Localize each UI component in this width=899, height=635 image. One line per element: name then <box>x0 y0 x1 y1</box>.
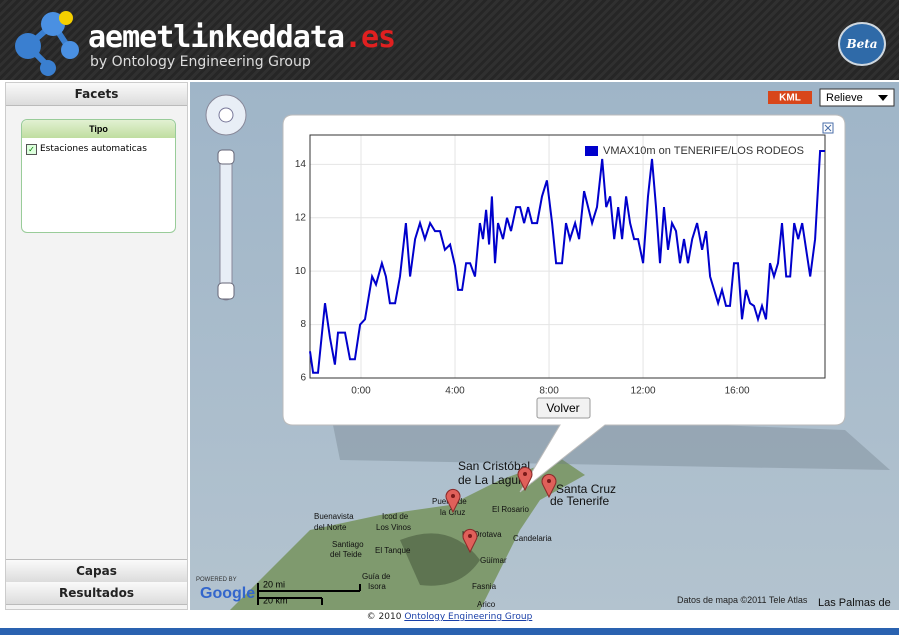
kml-label: KML <box>779 93 801 104</box>
volver-label: Volver <box>546 401 579 415</box>
place-label: Icod de <box>382 512 409 521</box>
map-type-label: Relieve <box>826 92 863 104</box>
copyright: © 2010 <box>367 612 402 622</box>
scale-km: 20 km <box>263 595 288 605</box>
map-pin-dot <box>547 479 551 483</box>
zoom-out[interactable] <box>218 283 234 299</box>
logo-icon <box>8 6 88 78</box>
x-tick-label: 0:00 <box>351 386 371 397</box>
legend-label: VMAX10m on TENERIFE/LOS RODEOS <box>603 145 804 157</box>
layers-header[interactable]: Capas <box>6 559 187 583</box>
place-label: Santiago <box>332 540 364 549</box>
map-pin-dot <box>468 534 472 538</box>
attribution: Datos de mapa ©2011 Tele Atlas <box>677 595 808 605</box>
google-logo: Google <box>200 585 255 602</box>
place-label: Fasnia <box>472 582 497 591</box>
place-label: Las Palmas de <box>818 597 891 609</box>
y-tick-label: 8 <box>300 319 306 330</box>
logo-text: aemetlinkeddata.es <box>88 20 395 55</box>
place-label: del Teide <box>330 550 362 559</box>
place-label: Los Vinos <box>376 523 411 532</box>
facet-option[interactable]: ✓Estaciones automaticas <box>26 144 147 155</box>
x-tick-label: 16:00 <box>725 386 750 397</box>
x-tick-label: 4:00 <box>445 386 465 397</box>
place-label: Guía de <box>362 572 391 581</box>
place-label: Arico <box>477 600 496 609</box>
beta-badge: Beta <box>838 22 886 66</box>
header: aemetlinkeddata.es by Ontology Engineeri… <box>0 0 899 80</box>
subtitle: by Ontology Engineering Group <box>90 54 311 70</box>
sidebar: Facets Tipo ✓Estaciones automaticas Capa… <box>5 82 188 610</box>
page: aemetlinkeddata.es by Ontology Engineeri… <box>0 0 899 635</box>
place-label: de Tenerife <box>550 494 609 508</box>
pan-control[interactable] <box>206 95 246 135</box>
logo-suffix: .es <box>344 20 395 55</box>
zoom-slider[interactable] <box>220 150 232 300</box>
facet-title: Tipo <box>22 120 175 138</box>
option-label: Estaciones automaticas <box>40 144 147 154</box>
x-tick-label: 8:00 <box>539 386 559 397</box>
y-tick-label: 12 <box>295 212 307 223</box>
powered-by: POWERED BY <box>196 577 237 583</box>
footer: © 2010 Ontology Engineering Group <box>0 612 899 622</box>
place-label: del Norte <box>314 523 347 532</box>
scale-mi: 20 mi <box>263 579 285 589</box>
place-label: El Rosario <box>492 505 529 514</box>
place-label: Buenavista <box>314 512 354 521</box>
results-header[interactable]: Resultados <box>6 582 187 605</box>
legend-swatch <box>585 146 598 156</box>
facet-box: Tipo ✓Estaciones automaticas <box>21 119 176 233</box>
place-label: Isora <box>368 582 386 591</box>
place-label: Candelaria <box>513 534 552 543</box>
facets-header[interactable]: Facets <box>6 83 187 106</box>
y-tick-label: 6 <box>300 373 306 384</box>
zoom-in[interactable] <box>218 150 234 164</box>
y-tick-label: 10 <box>295 266 307 277</box>
place-label: Güímar <box>480 556 507 565</box>
logo-main: aemetlinkeddata <box>88 20 344 55</box>
y-tick-label: 14 <box>295 159 307 170</box>
x-tick-label: 12:00 <box>631 386 656 397</box>
footer-link[interactable]: Ontology Engineering Group <box>404 612 532 622</box>
map-pin-dot <box>451 494 455 498</box>
bottom-bar <box>0 628 899 635</box>
checkbox[interactable]: ✓ <box>26 144 37 155</box>
map-pin-dot <box>523 472 527 476</box>
place-label: El Tanque <box>375 546 411 555</box>
